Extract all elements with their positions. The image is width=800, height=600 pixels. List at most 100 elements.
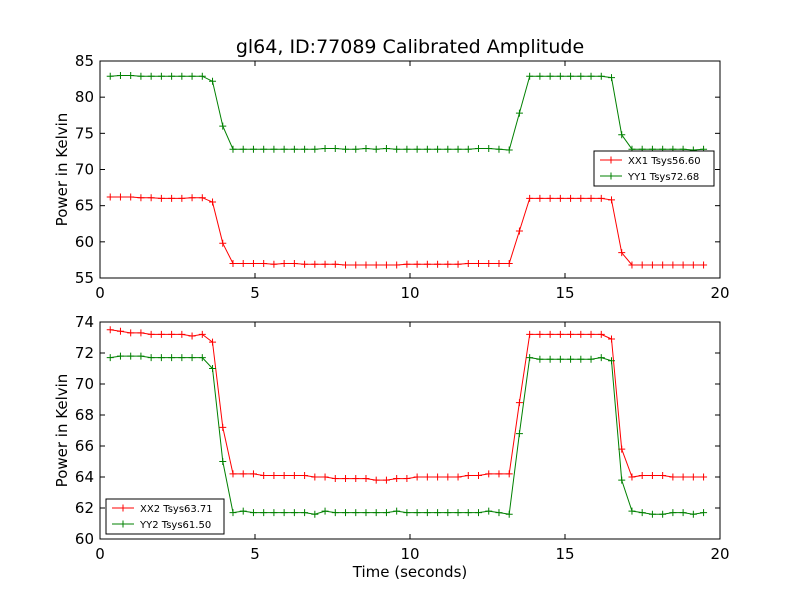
- data-point: [700, 473, 708, 481]
- data-point: [577, 194, 585, 202]
- data-point: [321, 473, 329, 481]
- y-axis-label: Power in Kelvin: [53, 374, 71, 488]
- data-point: [546, 330, 554, 338]
- data-point: [301, 471, 309, 479]
- data-point: [505, 510, 513, 518]
- data-point: [495, 470, 503, 478]
- data-point: [157, 72, 165, 80]
- data-point: [311, 260, 319, 268]
- y-tick-label: 62: [75, 499, 94, 517]
- data-point: [270, 471, 278, 479]
- data-point: [638, 471, 646, 479]
- data-point: [116, 71, 124, 79]
- series-1: [106, 326, 708, 484]
- data-point: [597, 194, 605, 202]
- legend-label: YY2 Tsys61.50: [139, 520, 211, 531]
- data-point: [536, 194, 544, 202]
- x-tick-label: 20: [710, 545, 729, 563]
- data-point: [475, 509, 483, 517]
- data-point: [669, 261, 677, 269]
- y-tick-label: 85: [75, 52, 94, 70]
- legend-box: [105, 498, 225, 535]
- data-point: [178, 194, 186, 202]
- data-point: [301, 260, 309, 268]
- data-point: [536, 355, 544, 363]
- y-tick-label: 80: [75, 88, 94, 106]
- data-point: [178, 330, 186, 338]
- data-point: [485, 145, 493, 153]
- data-point: [597, 72, 605, 80]
- series-1: [106, 193, 708, 269]
- data-point: [352, 475, 360, 483]
- data-point: [362, 145, 370, 153]
- data-point: [454, 145, 462, 153]
- data-point: [260, 471, 268, 479]
- data-point: [229, 260, 237, 268]
- data-point: [393, 261, 401, 269]
- y-tick-label: 75: [75, 124, 94, 142]
- data-point: [147, 354, 155, 362]
- data-point: [352, 261, 360, 269]
- data-point: [526, 330, 534, 338]
- data-point: [403, 260, 411, 268]
- data-point: [382, 145, 390, 153]
- data-point: [229, 509, 237, 517]
- data-point: [311, 145, 319, 153]
- data-point: [648, 510, 656, 518]
- y-tick-label: 70: [75, 161, 94, 179]
- data-point: [495, 145, 503, 153]
- y-tick-label: 60: [75, 530, 94, 548]
- data-point: [393, 145, 401, 153]
- data-point: [618, 476, 626, 484]
- data-point: [198, 354, 206, 362]
- data-point: [659, 261, 667, 269]
- data-point: [403, 509, 411, 517]
- x-axis-label: Time (seconds): [352, 563, 468, 581]
- data-point: [301, 509, 309, 517]
- series-2: [106, 71, 708, 154]
- data-point: [188, 72, 196, 80]
- data-point: [352, 509, 360, 517]
- data-point: [536, 330, 544, 338]
- data-point: [505, 260, 513, 268]
- data-point: [382, 509, 390, 517]
- data-point: [219, 458, 227, 465]
- data-point: [260, 145, 268, 153]
- data-point: [628, 507, 636, 515]
- data-point: [168, 354, 176, 362]
- data-point: [515, 399, 523, 407]
- data-point: [393, 475, 401, 483]
- x-tick-label: 5: [250, 545, 260, 563]
- data-point: [198, 194, 206, 202]
- x-tick-label: 0: [95, 284, 105, 302]
- legend-marker: [119, 520, 127, 528]
- data-point: [331, 145, 339, 153]
- data-point: [188, 194, 196, 202]
- data-point: [147, 72, 155, 80]
- data-point: [659, 471, 667, 479]
- data-point: [464, 471, 472, 479]
- data-point: [362, 261, 370, 269]
- legend-marker: [119, 504, 127, 512]
- data-point: [239, 507, 247, 515]
- data-point: [342, 145, 350, 153]
- data-point: [423, 145, 431, 153]
- data-point: [669, 473, 677, 481]
- data-point: [127, 193, 135, 201]
- data-point: [413, 260, 421, 268]
- data-point: [689, 473, 697, 481]
- data-point: [567, 330, 575, 338]
- data-point: [423, 260, 431, 268]
- y-axis-label: Power in Kelvin: [53, 113, 71, 227]
- data-point: [127, 71, 135, 79]
- y-tick-label: 55: [75, 269, 94, 287]
- data-point: [423, 473, 431, 481]
- data-point: [659, 510, 667, 518]
- data-point: [413, 473, 421, 481]
- data-point: [638, 261, 646, 269]
- data-point: [219, 239, 227, 247]
- data-point: [454, 509, 462, 517]
- data-point: [587, 330, 595, 338]
- data-point: [679, 261, 687, 269]
- data-point: [393, 507, 401, 515]
